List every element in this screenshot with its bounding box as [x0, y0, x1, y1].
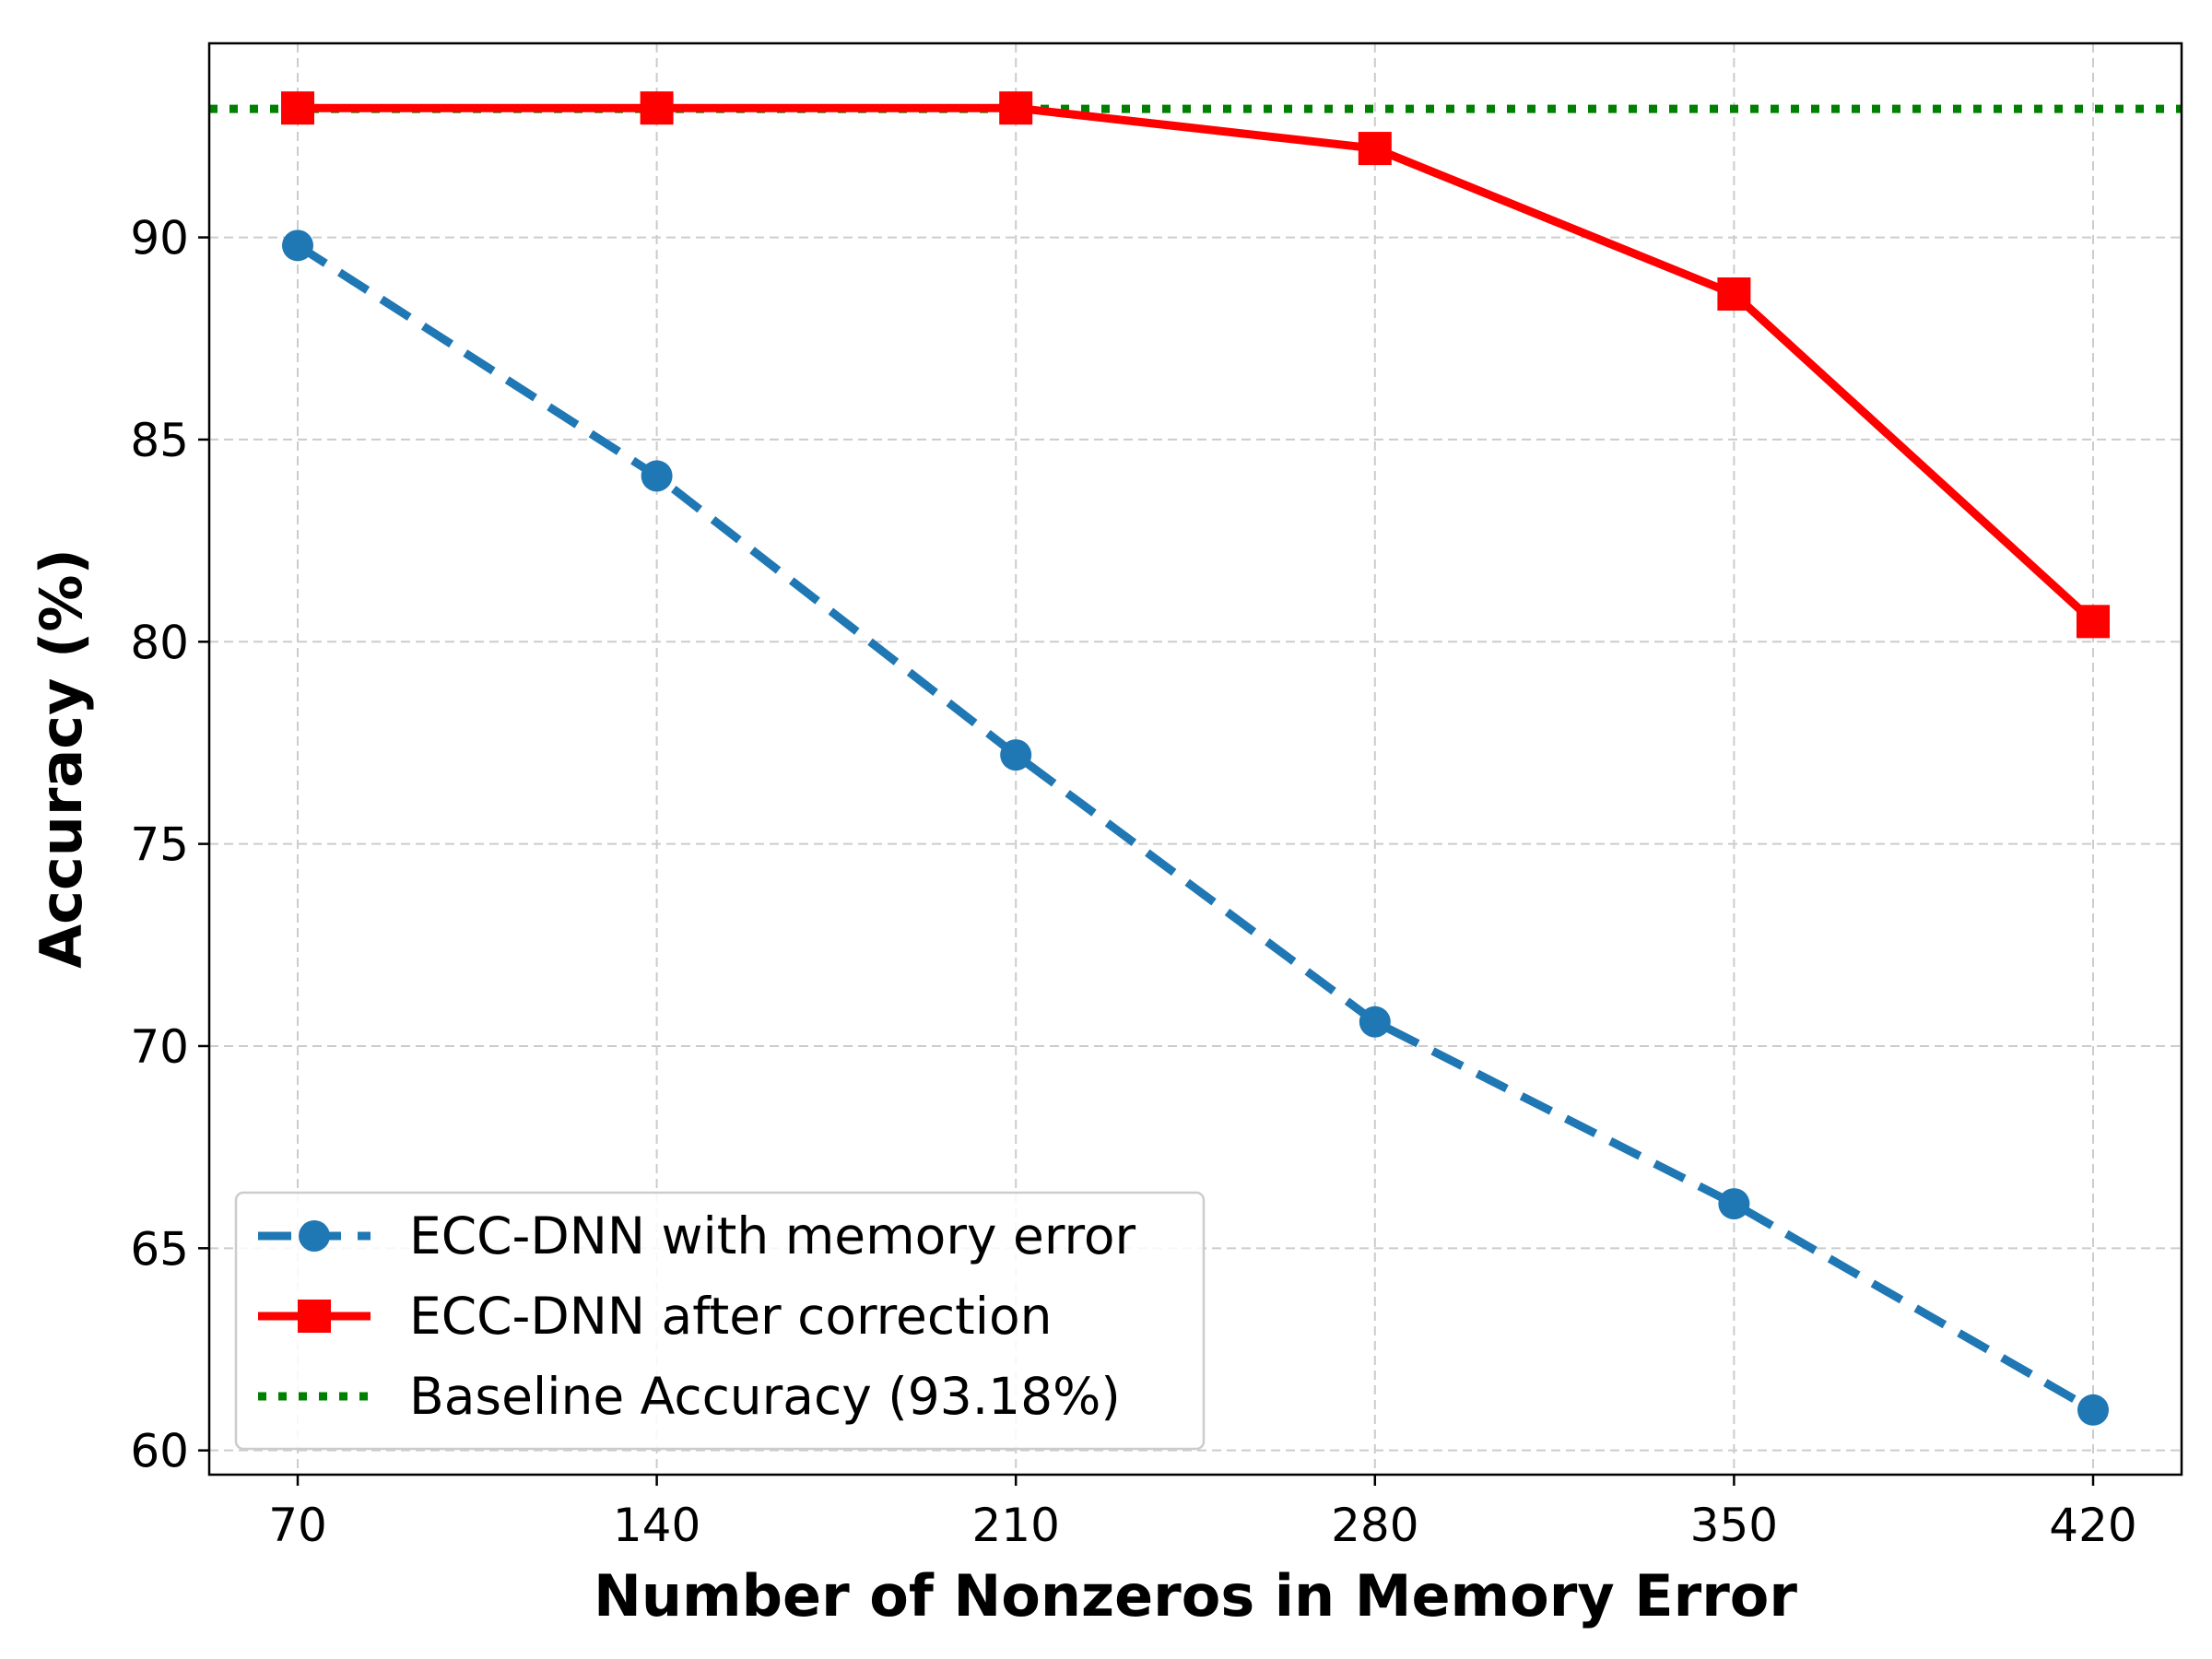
x-tick-label: 350	[1690, 1499, 1778, 1552]
series-point	[999, 91, 1033, 125]
series-point	[1359, 1006, 1391, 1038]
y-tick-label: 75	[130, 818, 189, 872]
legend-label: ECC-DNN with memory error	[409, 1206, 1136, 1265]
plot-frame	[207, 41, 2183, 1477]
x-axis-ticks: 70 140 210 280 350 420	[268, 1475, 2137, 1552]
series	[281, 91, 2110, 1426]
series-point	[641, 460, 673, 492]
x-tick-label: 70	[268, 1499, 327, 1552]
grid	[209, 43, 2182, 1475]
series-point	[282, 229, 313, 262]
series-point	[1717, 276, 1751, 311]
series-point	[640, 91, 674, 125]
legend: ECC-DNN with memory error ECC-DNN after c…	[234, 1191, 1206, 1451]
legend-frame	[234, 1191, 1206, 1451]
y-axis-title: Accuracy (%)	[28, 548, 95, 969]
series-point	[2077, 1394, 2109, 1426]
x-tick-label: 420	[2049, 1499, 2136, 1552]
series-point	[1000, 739, 1032, 771]
y-tick-label: 85	[130, 414, 189, 467]
y-tick-label: 65	[130, 1222, 189, 1276]
legend-marker-swatch	[299, 1220, 330, 1252]
legend-entry: ECC-DNN after correction	[258, 1287, 1053, 1346]
series-line	[298, 103, 2097, 625]
series-point	[2077, 605, 2110, 639]
y-axis-ticks: 60 65 70 75 80 85 90	[130, 212, 209, 1478]
y-tick-label: 90	[130, 212, 189, 265]
y-tick-label: 60	[130, 1425, 189, 1478]
legend-entry: ECC-DNN with memory error	[258, 1206, 1136, 1265]
legend-marker-swatch	[298, 1300, 331, 1333]
legend-label: ECC-DNN after correction	[409, 1287, 1053, 1346]
y-tick-label: 70	[130, 1020, 189, 1074]
series-point	[1358, 132, 1392, 166]
series-point	[281, 91, 314, 125]
y-tick-label: 80	[130, 616, 189, 669]
x-tick-label: 210	[971, 1499, 1059, 1552]
series-point	[1718, 1188, 1750, 1220]
series-line	[295, 241, 2096, 1414]
x-tick-label: 140	[613, 1499, 700, 1552]
x-tick-label: 280	[1331, 1499, 1418, 1552]
x-axis-title: Number of Nonzeros in Memory Error	[594, 1562, 1797, 1630]
legend-entry: Baseline Accuracy (93.18%)	[258, 1367, 1121, 1426]
legend-label: Baseline Accuracy (93.18%)	[409, 1367, 1121, 1426]
